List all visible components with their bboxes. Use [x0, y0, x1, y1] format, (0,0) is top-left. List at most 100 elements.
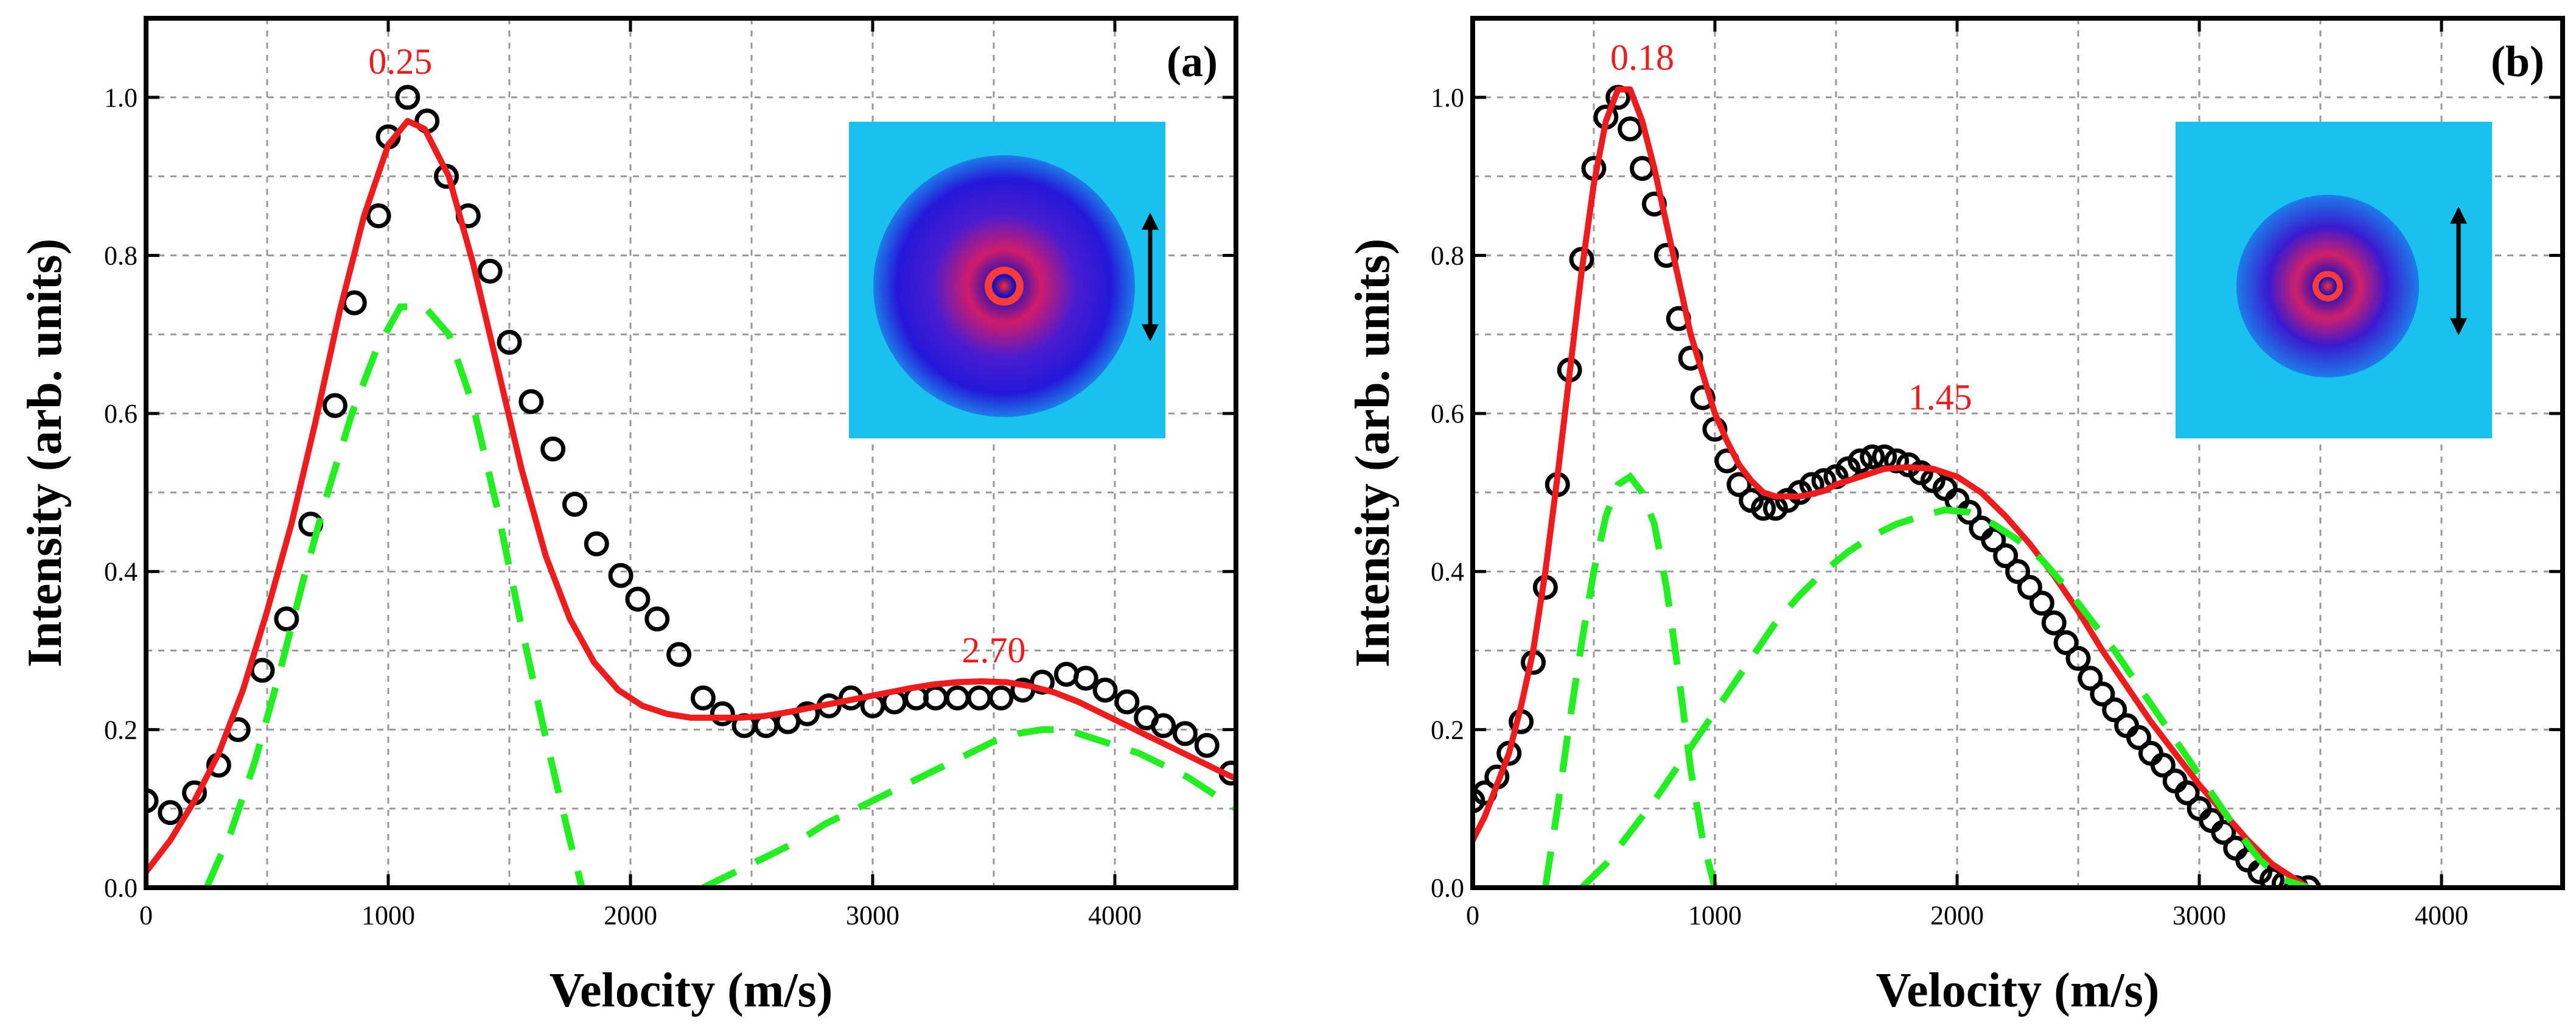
data-point	[1194, 732, 1220, 758]
data-point	[1969, 515, 1994, 541]
y-tick-label: 1.0	[1431, 83, 1464, 113]
data-point	[1848, 448, 1873, 474]
data-point	[1151, 713, 1176, 739]
data-point	[2259, 867, 2285, 888]
data-point	[2102, 697, 2127, 723]
velocity-map-image	[2236, 195, 2419, 377]
x-tick-label: 1000	[1688, 900, 1742, 930]
data-point	[944, 685, 970, 710]
grid-b	[1473, 18, 2563, 888]
x-tick-label: 1000	[361, 900, 415, 930]
data-point	[2078, 665, 2103, 691]
x-tick-label: 0	[139, 900, 153, 930]
fit-line	[146, 118, 1236, 875]
data-point	[1092, 677, 1118, 703]
data-point	[540, 437, 566, 462]
inset-a	[849, 122, 1165, 438]
y-tick-label: 0.4	[104, 557, 138, 587]
y-tick-label: 0.2	[104, 715, 138, 745]
data-point	[608, 563, 634, 588]
data-point	[497, 329, 522, 355]
data-point	[366, 203, 391, 229]
data-point	[274, 606, 299, 632]
panel-label: (a)	[1167, 37, 1218, 86]
data-point	[1172, 721, 1198, 746]
data-point	[2041, 610, 2067, 636]
data-point	[2162, 768, 2188, 794]
y-axis-title: Intensity (arb. units)	[1346, 239, 1400, 668]
x-axis-title: Velocity (m/s)	[550, 964, 833, 1017]
panel-label: (b)	[2491, 37, 2544, 86]
y-axis-title: Intensity (arb. units)	[18, 239, 72, 668]
component-2-line	[1579, 506, 2309, 888]
y-tick-label: 1.0	[104, 83, 138, 113]
component-1-line	[203, 303, 585, 888]
data-point	[2174, 780, 2200, 805]
data-point	[1030, 669, 1055, 695]
data-point	[690, 685, 716, 710]
y-tick-label: 0.6	[104, 399, 138, 429]
x-tick-label: 4000	[1088, 900, 1142, 930]
velocity-map-image	[873, 155, 1135, 417]
data-point	[2138, 740, 2163, 766]
data-point	[2029, 591, 2054, 616]
data-point	[625, 586, 651, 612]
data-point	[1073, 665, 1098, 691]
plot-frame	[1470, 16, 2565, 890]
x-tick-label: 0	[1466, 900, 1479, 930]
y-tick-label: 0.8	[104, 240, 138, 270]
x-tick-label: 2000	[1930, 900, 1984, 930]
data-point	[158, 800, 183, 826]
panel-a: 0 1000 2000 3000 4000 0.0 0.2 0.4 0.6 0.8 1.0 Veloc…	[18, 16, 1238, 1017]
data-point	[2114, 713, 2140, 739]
data-point	[988, 685, 1014, 710]
x-tick-label: 2000	[604, 900, 657, 930]
data-point	[2090, 681, 2115, 707]
fit-line	[1473, 86, 2312, 888]
data-point	[710, 701, 735, 726]
data-point	[2005, 559, 2030, 584]
component-2-line	[701, 726, 1236, 888]
data-point	[2211, 819, 2236, 845]
component-1-line	[1541, 472, 1719, 888]
data-point	[395, 85, 421, 110]
data-point	[1114, 689, 1140, 715]
data-point	[2295, 875, 2321, 888]
data-point	[1618, 116, 1643, 142]
data-point	[1981, 527, 2006, 553]
x-axis-title: Velocity (m/s)	[1876, 964, 2160, 1017]
data-point	[146, 788, 159, 813]
data-point	[666, 642, 692, 667]
data-point	[562, 491, 587, 517]
data-point	[2065, 646, 2091, 672]
data-point	[584, 531, 609, 556]
data-point	[250, 658, 275, 683]
peak-anisotropy-label: 0.18	[1610, 37, 1674, 77]
x-tick-label: 3000	[846, 900, 899, 930]
data-point	[1860, 444, 1885, 469]
y-tick-label: 0.0	[1431, 873, 1464, 903]
x-tick-label: 3000	[2173, 900, 2226, 930]
data-point	[518, 389, 544, 415]
data-point	[1884, 448, 1909, 474]
data-point	[2017, 575, 2042, 600]
peak-anisotropy-label: 2.70	[962, 630, 1026, 670]
peak-anisotropy-label: 1.45	[1908, 377, 1972, 418]
image-center-ring	[2312, 271, 2343, 301]
data-point	[1653, 242, 1679, 268]
data-point	[322, 393, 347, 418]
data-point	[477, 258, 503, 284]
data-point	[1726, 472, 1752, 497]
data-point	[644, 606, 670, 632]
peak-anisotropy-label: 0.25	[368, 41, 432, 82]
plot-frame	[144, 16, 1238, 890]
data-point	[2199, 808, 2224, 833]
data-point	[795, 701, 820, 726]
data-point	[1993, 543, 2019, 569]
data-point	[2150, 753, 2176, 778]
y-tick-label: 0.0	[104, 873, 138, 903]
data-point	[1751, 496, 1776, 521]
y-tick-label: 0.8	[1431, 240, 1464, 270]
y-tick-label: 0.4	[1431, 557, 1464, 587]
